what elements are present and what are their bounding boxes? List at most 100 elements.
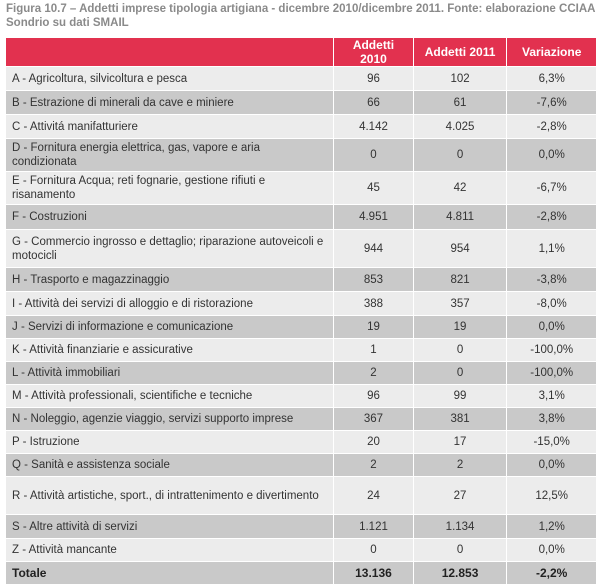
cell-2011: 99	[413, 385, 507, 407]
cell-2010: 2	[334, 362, 413, 384]
cell-2010: 388	[334, 292, 413, 315]
cell-variazione: 0,0%	[507, 539, 596, 561]
cell-2011: 0	[413, 539, 507, 561]
cell-2010: 20	[334, 431, 413, 453]
table-row: R - Attività artistiche, sport., di intr…	[6, 477, 596, 514]
table-row: I - Attività dei servizi di alloggio e d…	[6, 292, 596, 315]
table-row: Q - Sanità e assistenza sociale 2 2 0,0%	[6, 454, 596, 476]
cell-2010: 1	[334, 339, 413, 361]
cell-2010: 2	[334, 454, 413, 476]
cell-2011: 954	[413, 230, 507, 267]
cell-2011: 1.134	[413, 515, 507, 538]
table-row: K - Attività finanziarie e assicurative 1…	[6, 339, 596, 361]
cell-variazione: -7,6%	[507, 91, 596, 114]
table-row: E - Fornitura Acqua; reti fognarie, gest…	[6, 172, 596, 204]
table-row: D - Fornitura energia elettrica, gas, va…	[6, 139, 596, 171]
row-label: M - Attività professionali, scientifiche…	[6, 385, 334, 407]
row-label: S - Altre attività di servizi	[6, 515, 334, 538]
cell-variazione: 1,2%	[507, 515, 596, 538]
cell-2011: 0	[413, 339, 507, 361]
table-row: F - Costruzioni 4.951 4.811 -2,8%	[6, 205, 596, 229]
cell-2010: 853	[334, 268, 413, 291]
table-row: A - Agricoltura, silvicoltura e pesca 96 1…	[6, 67, 596, 90]
data-table: Addetti 2010 Addetti 2011 Variazione A -…	[5, 37, 597, 585]
cell-2010: 367	[334, 408, 413, 430]
table-row: S - Altre attività di servizi 1.121 1.134 1…	[6, 515, 596, 538]
cell-variazione: -15,0%	[507, 431, 596, 453]
cell-2011: 2	[413, 454, 507, 476]
cell-variazione: -6,7%	[507, 172, 596, 204]
cell-variazione: 6,3%	[507, 67, 596, 90]
table-row: C - Attivitá manifatturiere 4.142 4.025 -2,…	[6, 115, 596, 138]
cell-2011: 4.811	[413, 205, 507, 229]
header-label	[6, 38, 334, 66]
table-row: Z - Attività mancante 0 0 0,0%	[6, 539, 596, 561]
cell-2011: 27	[413, 477, 507, 514]
row-label: P - Istruzione	[6, 431, 334, 453]
row-label: Z - Attività mancante	[6, 539, 334, 561]
cell-variazione: -100,0%	[507, 339, 596, 361]
row-label: H - Trasporto e magazzinaggio	[6, 268, 334, 291]
table-row: J - Servizi di informazione e comunicazi…	[6, 316, 596, 338]
row-label: R - Attività artistiche, sport., di intr…	[6, 477, 334, 514]
cell-2010: 1.121	[334, 515, 413, 538]
row-label: L - Attività immobiliari	[6, 362, 334, 384]
cell-variazione: 0,0%	[507, 454, 596, 476]
table-row: P - Istruzione 20 17 -15,0%	[6, 431, 596, 453]
cell-2011: 381	[413, 408, 507, 430]
table-row: G - Commercio ingrosso e dettaglio; ripa…	[6, 230, 596, 267]
row-label: F - Costruzioni	[6, 205, 334, 229]
table-row: M - Attività professionali, scientifiche…	[6, 385, 596, 407]
cell-variazione: -3,8%	[507, 268, 596, 291]
cell-variazione: 0,0%	[507, 316, 596, 338]
cell-variazione: -2,8%	[507, 115, 596, 138]
cell-2010: 0	[334, 139, 413, 171]
cell-variazione: 12,5%	[507, 477, 596, 514]
header-2010: Addetti 2010	[334, 38, 413, 66]
cell-2010: 66	[334, 91, 413, 114]
cell-2010: 19	[334, 316, 413, 338]
total-row: Totale 13.136 12.853 -2,2%	[6, 562, 596, 584]
table-row: N - Noleggio, agenzie viaggio, servizi s…	[6, 408, 596, 430]
cell-variazione: 0,0%	[507, 139, 596, 171]
cell-2010: 4.142	[334, 115, 413, 138]
cell-2010: 13.136	[334, 562, 413, 584]
cell-2010: 96	[334, 385, 413, 407]
cell-2011: 12.853	[413, 562, 507, 584]
row-label: C - Attivitá manifatturiere	[6, 115, 334, 138]
header-variazione: Variazione	[507, 38, 596, 66]
cell-variazione: -100,0%	[507, 362, 596, 384]
row-label: G - Commercio ingrosso e dettaglio; ripa…	[6, 230, 334, 267]
row-label: D - Fornitura energia elettrica, gas, va…	[6, 139, 334, 171]
cell-2011: 102	[413, 67, 507, 90]
header-2011: Addetti 2011	[413, 38, 507, 66]
row-label: Q - Sanità e assistenza sociale	[6, 454, 334, 476]
row-label: A - Agricoltura, silvicoltura e pesca	[6, 67, 334, 90]
cell-2011: 4.025	[413, 115, 507, 138]
figure-caption: Figura 10.7 – Addetti imprese tipologia …	[6, 3, 596, 29]
cell-2011: 42	[413, 172, 507, 204]
cell-variazione: -2,2%	[507, 562, 596, 584]
cell-variazione: 1,1%	[507, 230, 596, 267]
cell-2011: 357	[413, 292, 507, 315]
row-label: Totale	[6, 562, 334, 584]
cell-2010: 944	[334, 230, 413, 267]
cell-2010: 45	[334, 172, 413, 204]
table-row: B - Estrazione di minerali da cave e min…	[6, 91, 596, 114]
cell-variazione: -2,8%	[507, 205, 596, 229]
row-label: E - Fornitura Acqua; reti fognarie, gest…	[6, 172, 334, 204]
row-label: J - Servizi di informazione e comunicazi…	[6, 316, 334, 338]
row-label: B - Estrazione di minerali da cave e min…	[6, 91, 334, 114]
cell-2011: 821	[413, 268, 507, 291]
row-label: K - Attività finanziarie e assicurative	[6, 339, 334, 361]
cell-2011: 0	[413, 362, 507, 384]
table-row: L - Attività immobiliari 2 0 -100,0%	[6, 362, 596, 384]
cell-2011: 19	[413, 316, 507, 338]
cell-2011: 0	[413, 139, 507, 171]
cell-2010: 96	[334, 67, 413, 90]
cell-2011: 17	[413, 431, 507, 453]
row-label: N - Noleggio, agenzie viaggio, servizi s…	[6, 408, 334, 430]
cell-variazione: -8,0%	[507, 292, 596, 315]
cell-2010: 0	[334, 539, 413, 561]
cell-variazione: 3,8%	[507, 408, 596, 430]
